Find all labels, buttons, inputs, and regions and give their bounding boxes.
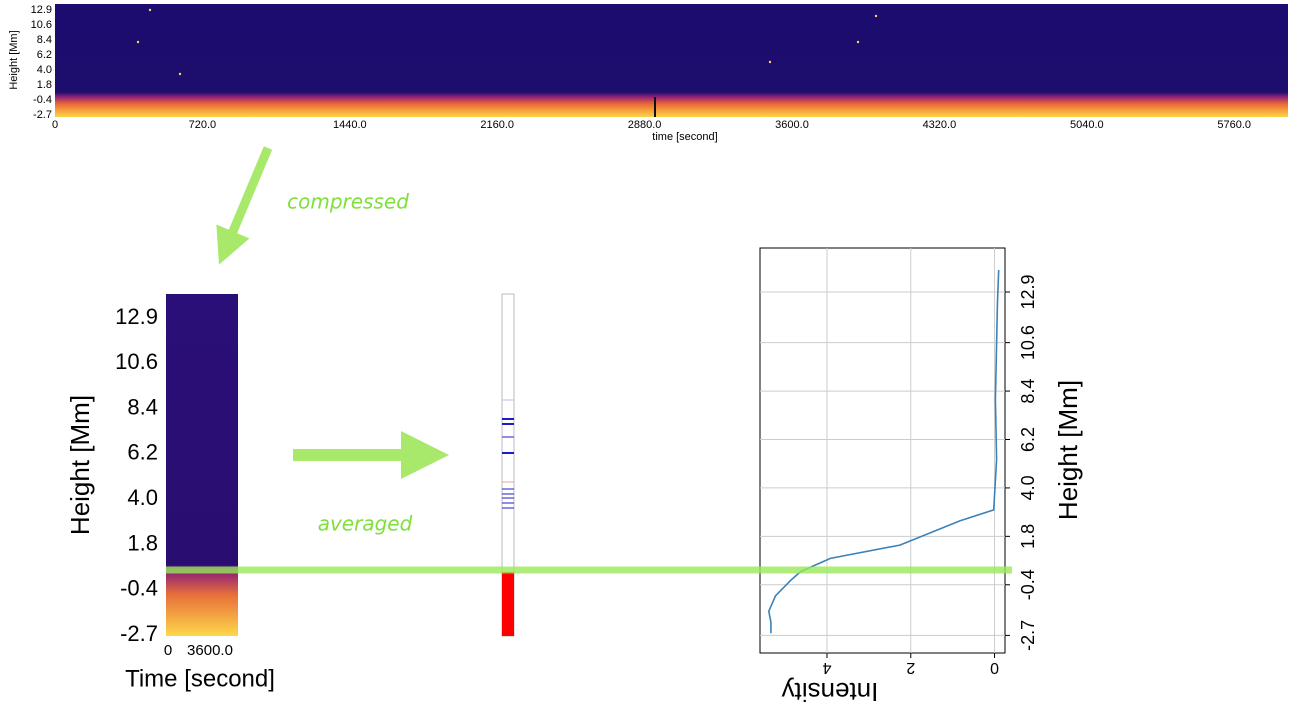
arrow-label: compressed [287,190,409,214]
x-tick-label: 5040.0 [1070,119,1104,131]
y-label: Height [Mm] [65,395,95,535]
x-tick-label: 3600.0 [187,642,233,659]
y-tick-label: 4.0 [127,485,158,510]
heatmap [55,4,1288,117]
y-tick-label: 10.6 [31,19,52,31]
y-tick-label: 1.8 [37,79,52,91]
speck [178,72,182,76]
y-tick-label: -0.4 [33,94,52,106]
y-tick-label: 6.2 [37,49,52,61]
x-tick-label: 720.0 [189,119,217,131]
y-tick-label: -2.7 [1018,620,1038,651]
y-tick-label: 6.2 [127,440,158,465]
y-tick-label: 6.2 [1018,427,1038,452]
profile-line [767,269,1000,634]
y-tick-label: -0.4 [120,576,158,601]
y-tick-label: -2.7 [33,109,52,121]
arrow [216,146,273,265]
average-block [502,572,514,636]
y-tick-label: 4.0 [1018,475,1038,500]
speck [874,14,878,18]
x-label: Time [second] [125,665,275,692]
y-tick-label: 12.9 [115,304,158,329]
y-tick-label: 8.4 [127,394,158,419]
x-tick-label: 1440.0 [333,119,367,131]
x-tick-label: 4320.0 [923,119,957,131]
x-tick-label: 3600.0 [775,119,809,131]
y-label: Height [Mm] [8,30,20,89]
speck [856,40,860,44]
y-tick-label: 12.9 [31,4,52,16]
speck [148,8,152,12]
arrow-label: averaged [318,512,413,536]
x-label: Intensity [782,677,879,707]
x-tick-label: 2880.0 [628,119,662,131]
x-tick-label: 4 [822,659,831,676]
y-tick-label: -2.7 [120,621,158,646]
y-tick-label: 1.8 [127,530,158,555]
heatmap [166,294,238,636]
y-tick-label: 4.0 [37,64,52,76]
x-tick-label: 0 [52,119,58,131]
y-label: Height [Mm] [1053,380,1083,520]
y-tick-label: -0.4 [1018,569,1038,600]
x-tick-label: 5760.0 [1217,119,1251,131]
y-tick-label: 8.4 [37,34,52,46]
x-tick-label: 0 [990,659,999,676]
y-tick-label: 1.8 [1018,524,1038,549]
average-lines [502,399,514,509]
plot-frame [759,247,1006,654]
x-label: time [second] [652,131,717,143]
y-tick-label: 12.9 [1018,274,1038,309]
x-tick-label: 2 [906,659,915,676]
x-tick-label: 2160.0 [480,119,514,131]
y-tick-label: 10.6 [115,349,158,374]
x-tick-label: 0 [164,642,172,659]
speck [136,40,140,44]
speck [768,60,772,64]
y-tick-label: 8.4 [1018,379,1038,404]
y-tick-label: 10.6 [1018,325,1038,360]
